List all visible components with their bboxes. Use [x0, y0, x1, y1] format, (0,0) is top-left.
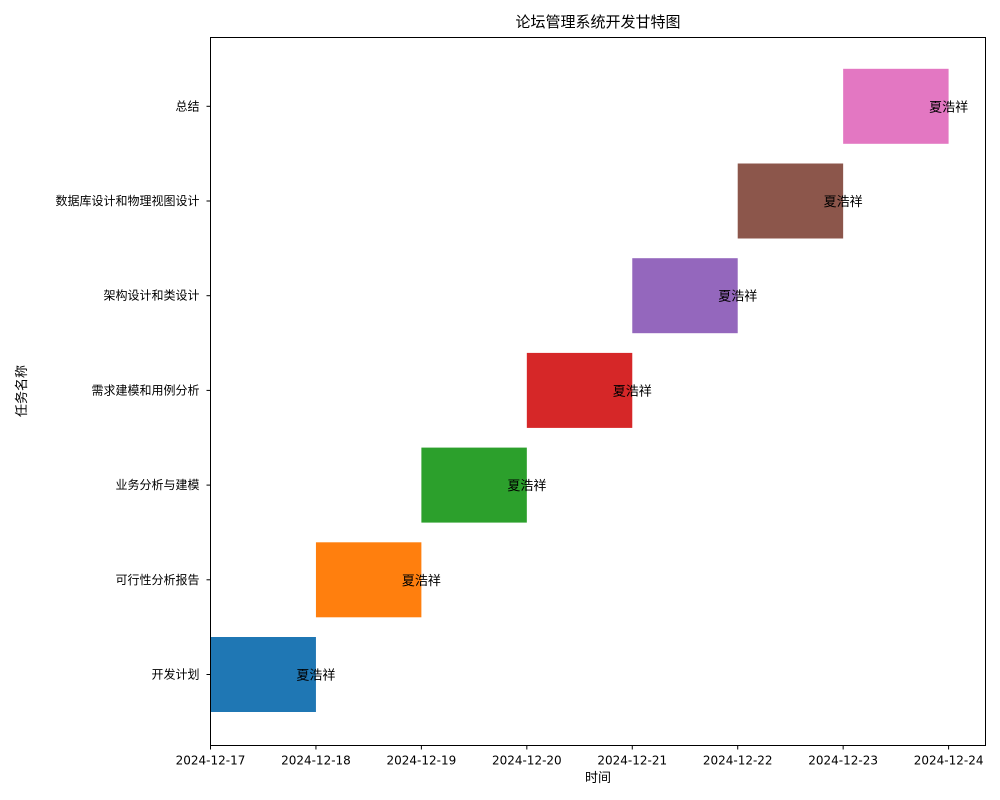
gantt-bar-label: 夏浩祥 [718, 290, 757, 305]
y-tick-label: 架构设计和类设计 [103, 288, 199, 303]
y-tick-label: 总结 [175, 99, 199, 113]
gantt-bar [843, 68, 949, 144]
x-tick-label: 2024-12-23 [808, 754, 878, 768]
x-tick-label: 2024-12-17 [176, 754, 246, 768]
gantt-bar [737, 163, 844, 239]
y-tick-label: 开发计划 [151, 667, 199, 682]
y-tick-label: 可行性分析报告 [115, 572, 199, 587]
x-tick-label: 2024-12-21 [597, 754, 667, 768]
y-axis-label: 任务名称 [14, 365, 30, 417]
gantt-bar-label: 夏浩祥 [824, 195, 863, 210]
gantt-bar [632, 258, 738, 334]
gantt-bar [526, 352, 633, 428]
y-tick-label: 需求建模和用例分析 [91, 383, 199, 397]
bars-layer [210, 68, 949, 712]
gantt-bar-label: 夏浩祥 [507, 479, 546, 494]
x-tick-label: 2024-12-18 [281, 754, 351, 768]
x-tick-label: 2024-12-20 [492, 754, 562, 768]
x-tick-label: 2024-12-24 [914, 754, 984, 768]
chart-title: 论坛管理系统开发甘特图 [515, 13, 680, 31]
y-tick-label: 业务分析与建模 [115, 477, 199, 492]
gantt-bar [421, 447, 527, 523]
y-tick-label: 数据库设计和物理视图设计 [55, 193, 199, 208]
gantt-bar [210, 637, 316, 712]
x-tick-label: 2024-12-22 [703, 754, 773, 768]
x-tick-label: 2024-12-19 [387, 754, 457, 768]
gantt-bar-label: 夏浩祥 [613, 384, 652, 399]
gantt-bar-label: 夏浩祥 [402, 574, 441, 589]
plot-frame [210, 37, 986, 746]
gantt-bar-label: 夏浩祥 [296, 669, 335, 684]
x-axis: 2024-12-17 2024-12-18 2024-12-19 2024-12-20… [176, 745, 984, 768]
gantt-bar-label: 夏浩祥 [929, 100, 968, 115]
x-axis-label: 时间 [585, 771, 611, 786]
gantt-bar [315, 542, 422, 618]
